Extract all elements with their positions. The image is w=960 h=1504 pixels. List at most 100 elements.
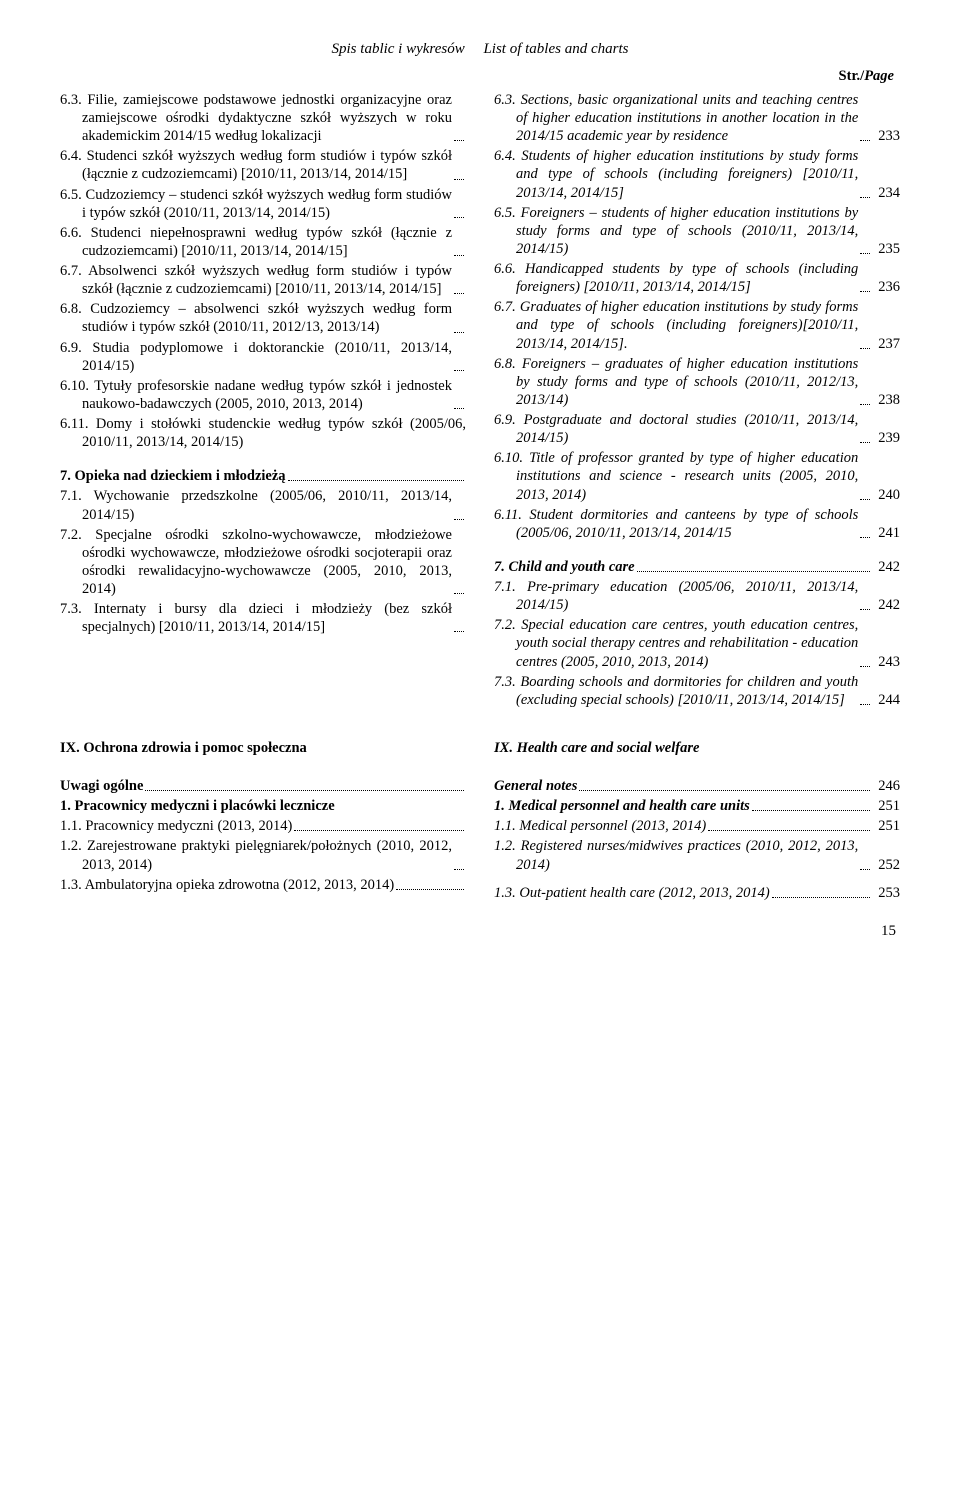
toc-entry-text: 7.2. Specjalne ośrodki szkolno-wychowawc… bbox=[60, 526, 452, 599]
toc-entry-text: 7.1. Wychowanie przedszkolne (2005/06, 2… bbox=[60, 487, 452, 523]
footer-page-number: 15 bbox=[60, 904, 900, 941]
toc-entry-text: 6.4. Students of higher education instit… bbox=[494, 147, 858, 201]
toc-page-number: 233 bbox=[872, 127, 900, 145]
toc-page-number: 244 bbox=[872, 691, 900, 709]
toc-entry-text: 6.3. Filie, zamiejscowe podstawowe jedno… bbox=[60, 91, 452, 145]
toc-entry-text: 6.5. Cudzoziemcy – studenci szkół wyższy… bbox=[60, 186, 452, 222]
toc-entry: 6.10. Title of professor granted by type… bbox=[494, 449, 900, 503]
toc-entry-text: 6.6. Studenci niepełnosprawni według typ… bbox=[60, 224, 452, 260]
toc-entry-text: 6.10. Tytuły profesorskie nadane według … bbox=[60, 377, 452, 413]
toc-page-number: 252 bbox=[872, 856, 900, 874]
str-page-label: Str./Page bbox=[60, 67, 894, 85]
section-ix-row: IX. Ochrona zdrowia i pomoc społeczna IX… bbox=[60, 739, 900, 757]
toc-entry-text: 1.3. Out-patient health care (2012, 2013… bbox=[494, 884, 770, 902]
toc-entry: 1. Pracownicy medyczni i placówki leczni… bbox=[60, 797, 466, 815]
toc-leader bbox=[454, 332, 464, 333]
toc-entry-text: 1.2. Zarejestrowane praktyki pielęgniare… bbox=[60, 837, 452, 873]
toc-entry: 1.1. Medical personnel (2013, 2014) 251 bbox=[494, 817, 900, 835]
toc-entry-text: 7.1. Pre-primary education (2005/06, 201… bbox=[494, 578, 858, 614]
toc-entry-text: 7. Opieka nad dzieckiem i młodzieżą bbox=[60, 467, 286, 485]
toc-entry-text: 1. Pracownicy medyczni i placówki leczni… bbox=[60, 797, 335, 815]
toc-entry-text: 6.3. Sections, basic organizational unit… bbox=[494, 91, 858, 145]
toc-leader bbox=[396, 889, 464, 890]
toc-entry-text: 7. Child and youth care bbox=[494, 558, 635, 576]
toc-leader bbox=[860, 291, 870, 292]
toc-leader bbox=[454, 255, 464, 256]
toc-leader bbox=[752, 810, 870, 811]
str-page-str: Str./ bbox=[839, 68, 865, 84]
toc-leader bbox=[288, 480, 464, 481]
toc-entry: 6.11. Student dormitories and canteens b… bbox=[494, 506, 900, 542]
toc-page-number: 240 bbox=[872, 486, 900, 504]
toc-page-number: 253 bbox=[872, 884, 900, 902]
toc-entry: 6.6. Studenci niepełnosprawni według typ… bbox=[60, 224, 466, 260]
toc-entry-text: General notes bbox=[494, 777, 577, 795]
toc-entry-text: 6.11. Domy i stołówki studenckie według … bbox=[60, 415, 466, 451]
toc-entry: Uwagi ogólne bbox=[60, 777, 466, 795]
toc-leader bbox=[454, 293, 464, 294]
toc-entry: 6.11. Domy i stołówki studenckie według … bbox=[60, 415, 466, 451]
toc-entry-text: 1.3. Ambulatoryjna opieka zdrowotna (201… bbox=[60, 876, 394, 894]
toc-entry: 1.3. Out-patient health care (2012, 2013… bbox=[494, 884, 900, 902]
toc-entry: 6.5. Foreigners – students of higher edu… bbox=[494, 204, 900, 258]
toc-entry-text: 6.7. Graduates of higher education insti… bbox=[494, 298, 858, 352]
toc-leader bbox=[860, 197, 870, 198]
toc-entry-text: Uwagi ogólne bbox=[60, 777, 143, 795]
toc-entry-text: 1.2. Registered nurses/midwives practice… bbox=[494, 837, 858, 873]
toc-entry-text: 6.9. Studia podyplomowe i doktoranckie (… bbox=[60, 339, 452, 375]
toc-entry: 7.2. Specjalne ośrodki szkolno-wychowawc… bbox=[60, 526, 466, 599]
toc-leader bbox=[454, 631, 464, 632]
toc-leader bbox=[145, 790, 464, 791]
toc-entry-text: 7.3. Boarding schools and dormitories fo… bbox=[494, 673, 858, 709]
right-column: 6.3. Sections, basic organizational unit… bbox=[494, 91, 900, 711]
toc-entry-text: 6.8. Cudzoziemcy – absolwenci szkół wyżs… bbox=[60, 300, 452, 336]
toc-page-number: 235 bbox=[872, 240, 900, 258]
toc-leader bbox=[860, 704, 870, 705]
toc-entry: 6.9. Studia podyplomowe i doktoranckie (… bbox=[60, 339, 466, 375]
toc-leader bbox=[772, 897, 871, 898]
toc-leader bbox=[579, 790, 870, 791]
toc-leader bbox=[860, 499, 870, 500]
toc-leader bbox=[860, 609, 870, 610]
toc-leader bbox=[637, 571, 871, 572]
toc-leader bbox=[454, 869, 464, 870]
toc-entry-text: 6.6. Handicapped students by type of sch… bbox=[494, 260, 858, 296]
toc-entry: 7. Opieka nad dzieckiem i młodzieżą bbox=[60, 467, 466, 485]
toc-entry: 6.3. Sections, basic organizational unit… bbox=[494, 91, 900, 145]
toc-entry: 7. Child and youth care 242 bbox=[494, 558, 900, 576]
toc-entry: 6.4. Students of higher education instit… bbox=[494, 147, 900, 201]
toc-page-number: 251 bbox=[872, 797, 900, 815]
toc-leader bbox=[860, 404, 870, 405]
toc-page-number: 251 bbox=[872, 817, 900, 835]
toc-entry-text: 6.5. Foreigners – students of higher edu… bbox=[494, 204, 858, 258]
toc-entry: 6.8. Foreigners – graduates of higher ed… bbox=[494, 355, 900, 409]
toc-leader bbox=[454, 519, 464, 520]
toc-page-number: 246 bbox=[872, 777, 900, 795]
toc-entry-text: 6.8. Foreigners – graduates of higher ed… bbox=[494, 355, 858, 409]
toc-entry: 7.1. Pre-primary education (2005/06, 201… bbox=[494, 578, 900, 614]
toc-page-number: 236 bbox=[872, 278, 900, 296]
toc-entry: 6.10. Tytuły profesorskie nadane według … bbox=[60, 377, 466, 413]
toc-entry: 7.1. Wychowanie przedszkolne (2005/06, 2… bbox=[60, 487, 466, 523]
toc-entry-text: 6.7. Absolwenci szkół wyższych według fo… bbox=[60, 262, 452, 298]
toc-entry-text: 6.11. Student dormitories and canteens b… bbox=[494, 506, 858, 542]
toc-entry: 7.2. Special education care centres, you… bbox=[494, 616, 900, 670]
toc-leader bbox=[454, 140, 464, 141]
toc-entry-text: 1. Medical personnel and health care uni… bbox=[494, 797, 750, 815]
section-ix-left: IX. Ochrona zdrowia i pomoc społeczna bbox=[60, 739, 466, 757]
toc-entry-text: 1.1. Medical personnel (2013, 2014) bbox=[494, 817, 706, 835]
toc-entry: 1.1. Pracownicy medyczni (2013, 2014) bbox=[60, 817, 466, 835]
toc-leader bbox=[708, 830, 870, 831]
toc-entry-text: 6.9. Postgraduate and doctoral studies (… bbox=[494, 411, 858, 447]
toc-leader bbox=[860, 666, 870, 667]
toc-leader bbox=[860, 537, 870, 538]
toc-leader bbox=[454, 593, 464, 594]
toc-page-number: 239 bbox=[872, 429, 900, 447]
toc-entry: 7.3. Internaty i bursy dla dzieci i młod… bbox=[60, 600, 466, 636]
toc-page-number: 243 bbox=[872, 653, 900, 671]
toc-page-number: 242 bbox=[872, 558, 900, 576]
toc-entry: General notes 246 bbox=[494, 777, 900, 795]
toc-entry-text: 6.10. Title of professor granted by type… bbox=[494, 449, 858, 503]
toc-page-number: 242 bbox=[872, 596, 900, 614]
left-column: 6.3. Filie, zamiejscowe podstawowe jedno… bbox=[60, 91, 466, 711]
